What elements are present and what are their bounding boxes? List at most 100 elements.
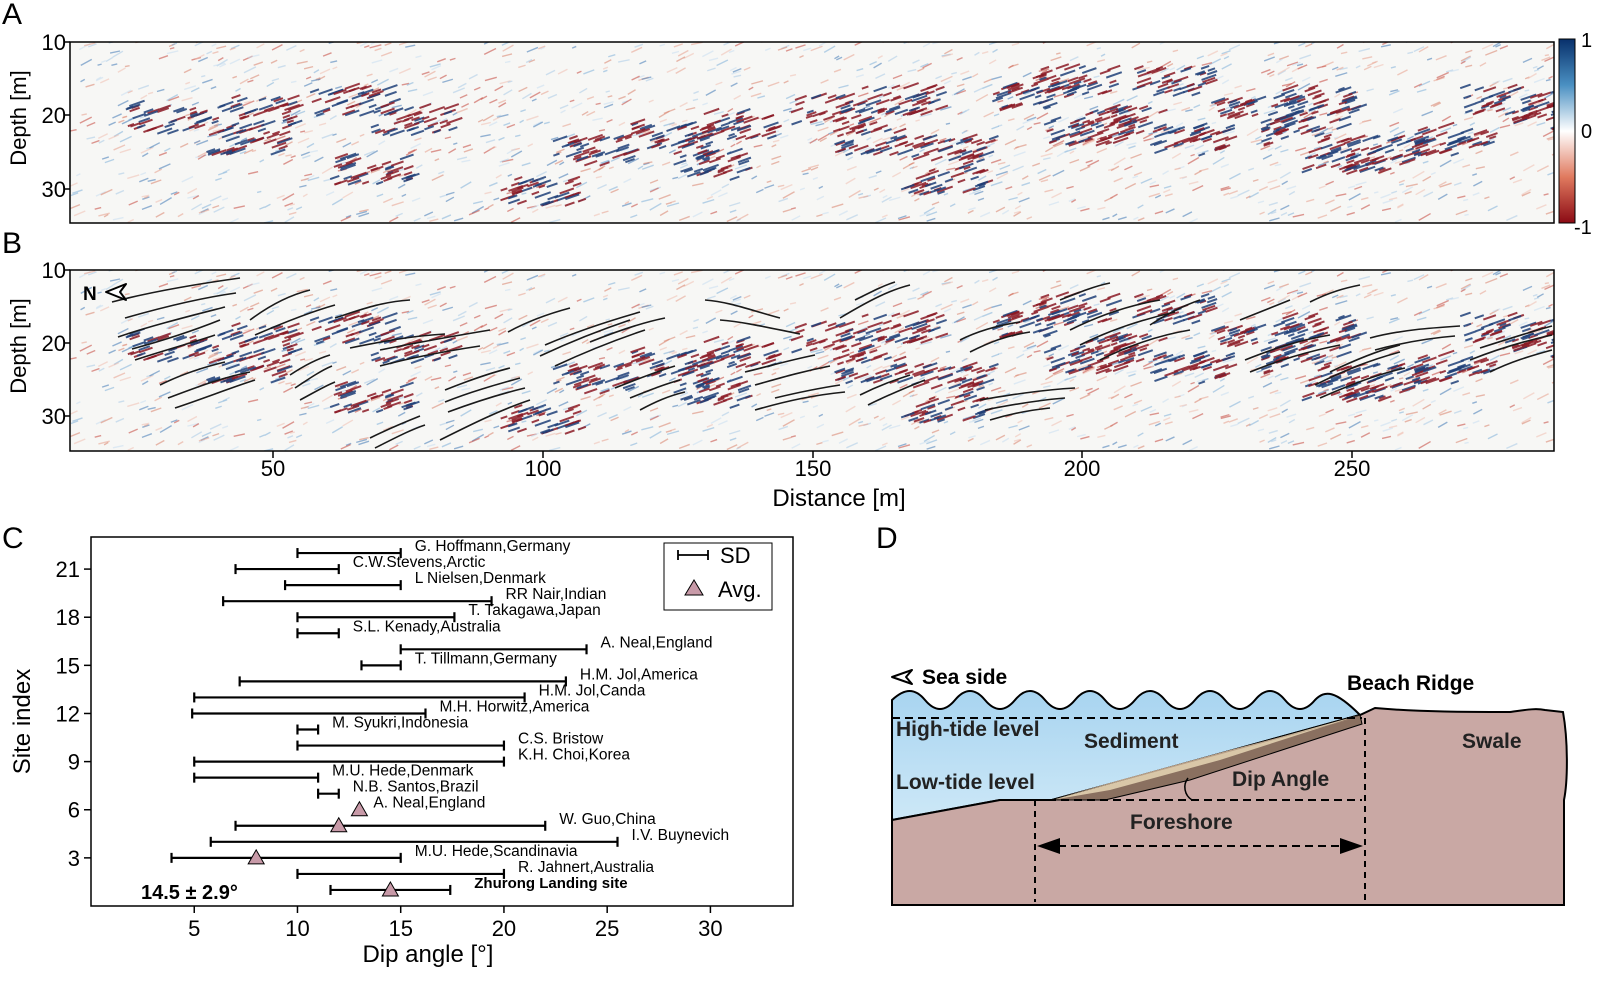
texture-streak bbox=[290, 383, 296, 387]
texture-reflection bbox=[168, 347, 178, 352]
texture-streak bbox=[948, 160, 960, 166]
texture-streak bbox=[1319, 306, 1328, 311]
texture-streak bbox=[329, 115, 337, 121]
texture-streak bbox=[429, 446, 439, 450]
texture-reflection bbox=[1043, 333, 1051, 338]
texture-reflection bbox=[573, 136, 588, 144]
texture-reflection bbox=[329, 316, 344, 324]
texture-streak bbox=[217, 285, 224, 290]
texture-streak bbox=[1044, 189, 1054, 193]
texture-streak bbox=[397, 183, 406, 189]
texture-streak bbox=[1126, 109, 1133, 114]
texture-reflection bbox=[728, 344, 744, 352]
texture-streak bbox=[858, 423, 869, 427]
texture-reflection bbox=[996, 317, 1012, 325]
texture-reflection bbox=[1534, 329, 1550, 337]
texture-reflection bbox=[156, 107, 170, 113]
texture-reflection bbox=[895, 363, 908, 370]
texture-streak bbox=[877, 283, 883, 287]
texture-streak bbox=[1413, 311, 1423, 317]
texture-reflection bbox=[858, 106, 874, 114]
texture-reflection bbox=[226, 146, 235, 152]
texture-streak bbox=[155, 439, 165, 446]
texture-reflection bbox=[380, 402, 392, 409]
texture-streak bbox=[202, 78, 213, 84]
texture-streak bbox=[216, 273, 227, 278]
texture-reflection bbox=[1546, 104, 1554, 109]
texture-reflection bbox=[1340, 375, 1353, 382]
texture-streak bbox=[302, 382, 311, 387]
texture-streak bbox=[1388, 197, 1398, 201]
texture-streak bbox=[1033, 350, 1041, 353]
texture-streak bbox=[526, 115, 539, 121]
texture-streak bbox=[284, 369, 293, 375]
texture-streak bbox=[1521, 188, 1532, 196]
texture-reflection bbox=[1113, 114, 1127, 121]
texture-streak bbox=[1422, 388, 1429, 392]
texture-streak bbox=[898, 216, 911, 221]
texture-reflection bbox=[650, 371, 661, 377]
texture-streak bbox=[868, 120, 875, 124]
texture-streak bbox=[648, 327, 654, 331]
texture-reflection bbox=[403, 177, 413, 183]
texture-reflection bbox=[266, 360, 280, 367]
texture-streak bbox=[1394, 388, 1403, 392]
texture-streak bbox=[996, 172, 1009, 180]
texture-reflection bbox=[1537, 319, 1552, 326]
texture-streak bbox=[751, 80, 764, 85]
texture-reflection bbox=[630, 118, 646, 126]
texture-streak bbox=[983, 306, 992, 312]
texture-reflection bbox=[937, 170, 950, 177]
texture-reflection bbox=[220, 149, 234, 156]
texture-streak bbox=[1026, 354, 1033, 359]
texture-streak bbox=[789, 74, 797, 77]
texture-streak bbox=[100, 306, 110, 312]
texture-streak bbox=[751, 175, 758, 180]
texture-streak bbox=[147, 406, 156, 410]
texture-reflection bbox=[1358, 166, 1369, 172]
texture-streak bbox=[531, 208, 539, 214]
texture-reflection bbox=[885, 334, 901, 342]
texture-streak bbox=[630, 214, 638, 219]
texture-streak bbox=[1545, 438, 1554, 443]
texture-reflection bbox=[538, 412, 546, 417]
texture-reflection bbox=[1582, 87, 1592, 90]
texture-streak bbox=[1016, 353, 1025, 359]
texture-streak bbox=[1058, 78, 1070, 83]
texture-reflection bbox=[1272, 128, 1280, 133]
texture-streak bbox=[480, 361, 491, 366]
texture-streak bbox=[679, 101, 688, 108]
texture-streak bbox=[284, 444, 295, 451]
texture-reflection bbox=[795, 100, 805, 106]
texture-reflection bbox=[1502, 95, 1512, 101]
texture-streak bbox=[247, 54, 260, 59]
texture-streak bbox=[444, 364, 452, 368]
texture-reflection bbox=[390, 160, 404, 167]
texture-reflection bbox=[894, 369, 907, 376]
texture-reflection bbox=[616, 361, 633, 369]
texture-streak bbox=[972, 189, 982, 194]
texture-reflection bbox=[923, 147, 939, 155]
texture-reflection bbox=[835, 116, 847, 123]
texture-streak bbox=[1464, 441, 1469, 445]
texture-streak bbox=[1382, 42, 1390, 46]
texture-reflection bbox=[361, 92, 370, 98]
texture-streak bbox=[940, 303, 953, 311]
texture-streak bbox=[780, 362, 789, 367]
texture-streak bbox=[693, 318, 699, 323]
texture-streak bbox=[164, 147, 171, 152]
texture-streak bbox=[229, 275, 236, 279]
texture-streak bbox=[1040, 152, 1053, 158]
texture-reflection bbox=[270, 95, 281, 102]
texture-reflection bbox=[1153, 351, 1167, 358]
texture-streak bbox=[1193, 104, 1201, 109]
texture-streak bbox=[956, 83, 965, 88]
texture-reflection bbox=[630, 127, 646, 135]
texture-streak bbox=[335, 85, 343, 90]
texture-reflection bbox=[1308, 84, 1319, 90]
texture-reflection bbox=[263, 366, 277, 373]
texture-streak bbox=[101, 60, 107, 64]
texture-streak bbox=[300, 151, 310, 157]
texture-reflection bbox=[666, 125, 681, 132]
texture-streak bbox=[1181, 106, 1191, 112]
